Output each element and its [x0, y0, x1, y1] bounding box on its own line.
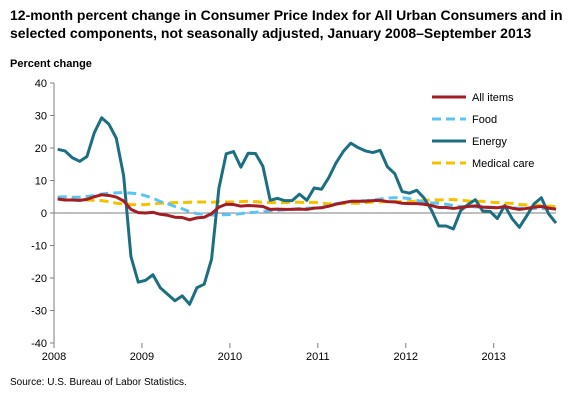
legend: All items Food Energy Medical care [432, 92, 534, 170]
x-tick-label: 2013 [481, 351, 505, 363]
legend-label: All items [472, 92, 514, 104]
legend-label: Energy [472, 136, 507, 148]
y-tick-label: -10 [31, 241, 47, 253]
x-tick-label: 2010 [218, 351, 242, 363]
x-tick-label: 2009 [130, 351, 154, 363]
y-tick-label: -40 [31, 338, 47, 350]
y-axis-label: Percent change [10, 58, 92, 70]
y-tick-label: -30 [31, 306, 47, 318]
x-tick-label: 2011 [306, 351, 330, 363]
y-tick-label: 20 [35, 143, 47, 155]
legend-label: Food [472, 114, 497, 126]
series-lines [57, 116, 558, 306]
y-tick-label: -20 [31, 273, 47, 285]
y-tick-label: 0 [41, 208, 47, 220]
source-note: Source: U.S. Bureau of Labor Statistics. [10, 377, 187, 388]
legend-label: Medical care [472, 158, 534, 170]
x-tick-label: 2012 [394, 351, 418, 363]
axes: -40 -30 -20 -10 0 10 20 30 40 2008 2009 2010 2011 201… [31, 78, 556, 363]
y-tick-label: 40 [35, 78, 47, 90]
series-line-energy [57, 116, 558, 306]
series-line-all-items [57, 193, 557, 222]
y-tick-label: 30 [35, 111, 47, 123]
x-tick-label: 2008 [42, 351, 66, 363]
chart-title: 12-month percent change in Consumer Pric… [10, 7, 563, 41]
y-tick-label: 10 [35, 176, 47, 188]
